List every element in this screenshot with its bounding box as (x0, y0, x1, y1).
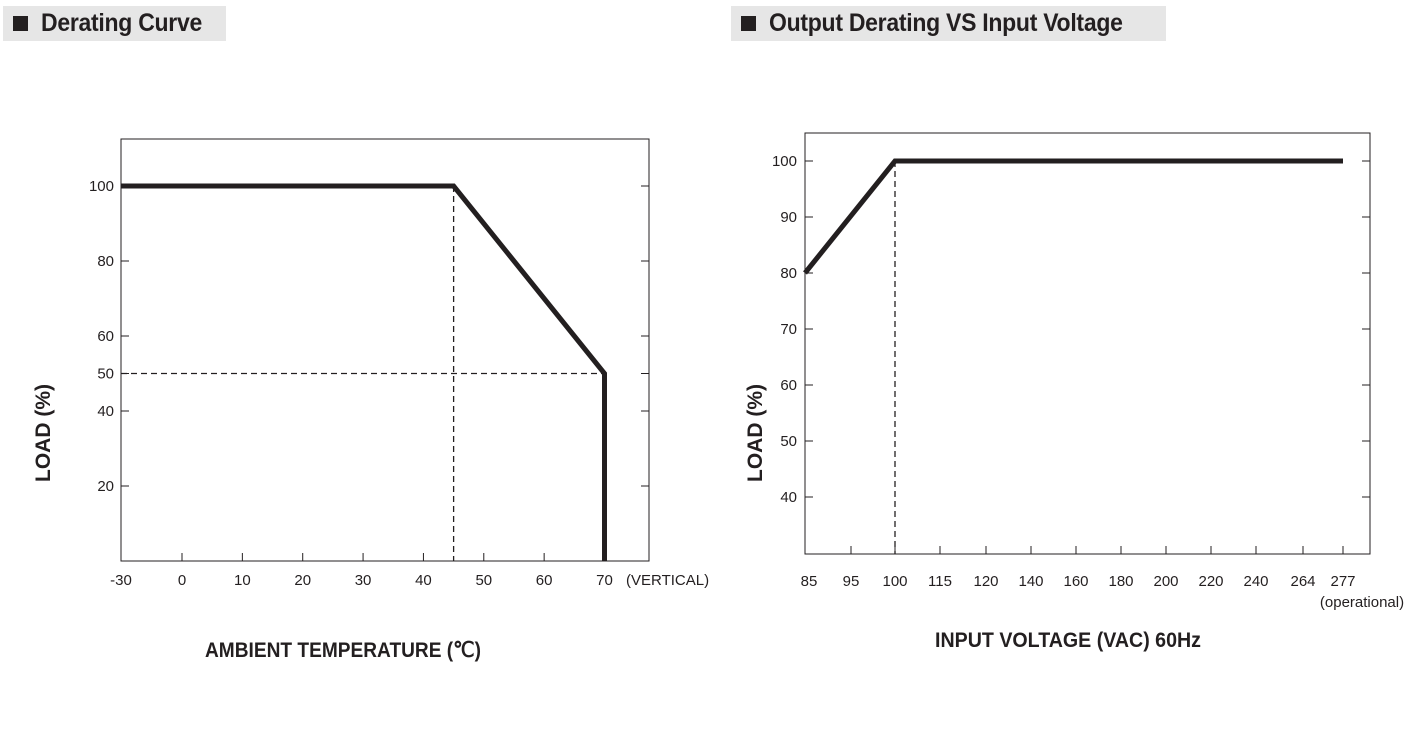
derating-curve-title: Derating Curve (41, 9, 203, 37)
derating-series-line (121, 183, 607, 561)
x-tick-label: 20 (294, 572, 311, 589)
y-tick-label: 50 (97, 366, 114, 383)
x-tick-label: 160 (1063, 573, 1088, 590)
x-tick-sublabel: (operational) (1320, 594, 1404, 611)
input-voltage-title: Output Derating VS Input Voltage (769, 9, 1123, 37)
y-tick-label: 40 (780, 489, 797, 506)
input-derating-series-line (803, 158, 1343, 275)
plot-frame (120, 138, 650, 562)
x-tick-label: 200 (1153, 573, 1178, 590)
x-tick-label: 140 (1018, 573, 1043, 590)
x-tick-label: 120 (973, 573, 998, 590)
x-tick-label: 50 (475, 572, 492, 589)
x-axis-suffix-label: (VERTICAL) (626, 572, 709, 589)
x-tick-label: 0 (178, 572, 186, 589)
input-voltage-chart: 85 95 100 115 120 140 160 180 200 220 240 264 277 (op… (744, 132, 1404, 652)
x-tick-label: -30 (110, 572, 132, 589)
plot-frame (804, 132, 1371, 555)
y-tick-label: 50 (780, 433, 797, 450)
square-bullet-icon (13, 16, 28, 31)
y-tick-label: 100 (772, 153, 797, 170)
x-tick-label: 264 (1290, 573, 1315, 590)
derating-curve-header: Derating Curve (3, 6, 226, 41)
x-tick-label: 100 (882, 573, 907, 590)
y-tick-label: 20 (97, 478, 114, 495)
x-tick-label: 70 (596, 572, 613, 589)
x-axis-title: INPUT VOLTAGE (VAC) 60Hz (935, 629, 1201, 652)
x-tick-label: 85 (801, 573, 818, 590)
y-tick-label: 100 (89, 178, 114, 195)
x-tick-label: 277 (1330, 573, 1355, 590)
y-tick-label: 80 (97, 253, 114, 270)
x-tick-label: 60 (536, 572, 553, 589)
y-tick-label: 80 (780, 265, 797, 282)
square-bullet-icon (741, 16, 756, 31)
x-axis-title: AMBIENT TEMPERATURE (℃) (205, 639, 481, 662)
x-tick-label: 115 (928, 573, 952, 590)
y-tick-label: 60 (97, 328, 114, 345)
y-tick-label: 70 (780, 321, 797, 338)
x-tick-label: 40 (415, 572, 432, 589)
y-tick-label: 60 (780, 377, 797, 394)
derating-curve-chart: -30 0 10 20 30 40 50 60 70 (VERTICAL) 20 40 50 60 80 10… (32, 138, 709, 662)
x-tick-label: 240 (1243, 573, 1268, 590)
x-tick-label: 10 (234, 572, 251, 589)
y-axis-title: LOAD (%) (744, 384, 767, 482)
y-axis-title: LOAD (%) (32, 384, 55, 482)
x-tick-label: 30 (355, 572, 372, 589)
y-tick-label: 90 (780, 209, 797, 226)
input-voltage-header: Output Derating VS Input Voltage (731, 6, 1166, 41)
y-tick-label: 40 (97, 403, 114, 420)
x-tick-label: 180 (1108, 573, 1133, 590)
x-tick-label: 95 (843, 573, 860, 590)
x-tick-label: 220 (1198, 573, 1223, 590)
